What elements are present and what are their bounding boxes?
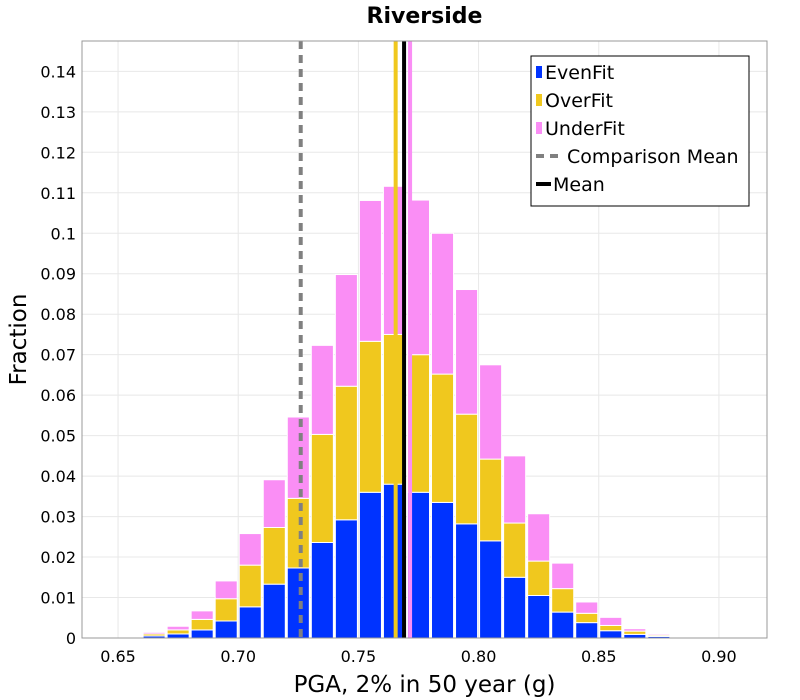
bar-underfit [118,635,142,637]
x-tick-labels: 0.65 0.70 0.75 0.80 0.85 0.90 [100,647,737,666]
chart-title: Riverside [367,4,483,29]
bar-evenfit [479,540,503,639]
bar-evenfit [166,633,190,639]
bar-evenfit [310,541,334,639]
legend-swatch-overfit [536,94,542,106]
y-tick-label: 0 [66,629,76,648]
legend-label-mean: Mean [553,174,605,196]
legend-swatch-underfit [536,122,542,134]
y-tick-labels: 0 0.01 0.02 0.03 0.04 0.05 0.06 0.07 0.08 0.09 0.1… [40,62,76,648]
bar-overfit [334,385,358,521]
legend-label-comparison-mean: Comparison Mean [567,146,739,168]
bar-underfit [527,513,551,562]
y-tick-label: 0.04 [40,467,76,486]
bar-evenfit [455,523,479,639]
bar-overfit [527,560,551,597]
bar-underfit [479,364,503,460]
bar-underfit [431,232,455,375]
mean-line-layer [298,41,413,638]
bar-overfit [286,497,310,569]
y-tick-label: 0.06 [40,386,76,405]
bar-underfit [358,199,382,342]
bar-overfit [262,527,286,585]
bar-underfit [455,289,479,415]
bar-overfit [238,564,262,608]
bar-underfit [238,533,262,566]
x-tick-label: 0.70 [220,647,256,666]
bar-overfit [190,618,214,631]
bar-overfit [431,373,455,503]
y-tick-label: 0.1 [51,224,76,243]
bar-evenfit [286,567,310,639]
bar-underfit [406,199,431,356]
y-tick-label: 0.13 [40,103,76,122]
bar-overfit [575,612,599,624]
bar-evenfit [358,491,382,639]
bar-evenfit [575,622,599,639]
y-axis-title: Fraction [6,294,32,386]
legend-label-overfit: OverFit [545,90,613,112]
bar-evenfit [431,501,455,639]
legend-swatch-evenfit [536,66,542,78]
y-tick-label: 0.09 [40,265,76,284]
bar-overfit [166,629,190,635]
bar-evenfit [503,576,527,639]
bar-underfit [503,455,527,524]
bar-evenfit [623,633,647,639]
legend: EvenFit OverFit UnderFit Comparison Mean Mea… [530,55,750,207]
x-axis-title: PGA, 2% in 50 year (g) [294,672,556,698]
y-tick-label: 0.11 [40,184,76,203]
bar-evenfit [527,595,551,639]
bar-underfit [190,610,214,620]
plot-frame [81,40,768,639]
bar-overfit [479,458,503,542]
bar-evenfit [334,519,358,639]
x-tick-label: 0.65 [100,647,136,666]
y-tick-label: 0.08 [40,305,76,324]
bar-underfit [166,625,190,631]
bar-evenfit [551,611,575,639]
x-tick-label: 0.85 [581,647,617,666]
bar-overfit [455,413,479,525]
bar-evenfit [238,606,262,639]
y-tick-label: 0.05 [40,427,76,446]
bar-underfit [214,580,238,600]
bar-underfit [599,616,623,626]
bar-underfit [551,562,575,590]
bar-underfit [142,631,166,635]
bar-overfit [358,340,382,493]
x-tick-label: 0.80 [461,647,497,666]
bar-underfit [334,274,358,387]
y-tick-label: 0.02 [40,548,76,567]
bar-underfit [575,601,599,614]
legend-label-evenfit: EvenFit [545,62,614,84]
bar-overfit [310,433,334,543]
bar-underfit [310,344,334,435]
legend-box [530,55,750,207]
bar-overfit [503,522,527,578]
bar-evenfit [214,620,238,639]
y-tick-label: 0.14 [40,62,76,81]
x-tick-label: 0.90 [701,647,737,666]
bar-evenfit [599,630,623,639]
y-tick-label: 0.12 [40,143,76,162]
bar-overfit [599,624,623,632]
bar-underfit [647,633,671,636]
bar-underfit [286,416,310,499]
y-tick-label: 0.03 [40,508,76,527]
legend-label-underfit: UnderFit [545,118,625,140]
y-tick-label: 0.07 [40,346,76,365]
x-tick-label: 0.75 [341,647,377,666]
bar-evenfit [190,629,214,639]
y-tick-label: 0.01 [40,589,76,608]
bar-underfit [262,479,286,529]
bar-underfit [623,628,647,632]
bar-evenfit [262,583,286,639]
bar-overfit [214,598,238,622]
bar-overfit [551,588,575,613]
